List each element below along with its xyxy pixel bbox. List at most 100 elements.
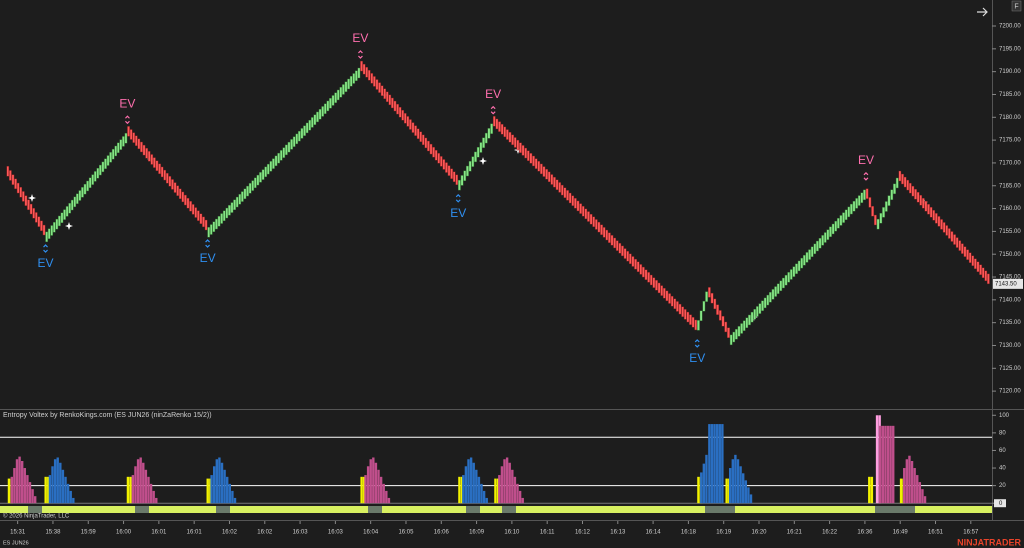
renko-brick bbox=[466, 165, 469, 177]
indicator-bar bbox=[220, 462, 224, 504]
indicator-bar bbox=[477, 476, 481, 504]
y-tick-label: 7140.00 bbox=[999, 297, 1021, 303]
renko-brick bbox=[447, 165, 451, 176]
renko-leg bbox=[207, 67, 361, 238]
renko-brick bbox=[532, 155, 535, 167]
renko-brick bbox=[855, 198, 858, 209]
renko-brick bbox=[445, 162, 448, 173]
renko-brick bbox=[919, 195, 923, 206]
renko-brick bbox=[424, 137, 428, 149]
indicator-bar bbox=[505, 457, 509, 504]
renko-brick bbox=[93, 171, 97, 182]
renko-brick bbox=[375, 79, 379, 90]
indicator-bar bbox=[213, 466, 216, 504]
indicator-bar bbox=[377, 469, 380, 504]
renko-brick bbox=[555, 179, 559, 190]
corner-label[interactable]: F bbox=[1014, 3, 1018, 10]
renko-brick bbox=[834, 220, 838, 232]
indicator-bar bbox=[921, 489, 924, 504]
renko-brick bbox=[396, 103, 399, 115]
indicator-bar bbox=[147, 476, 150, 504]
x-tick-label: 16:49 bbox=[893, 530, 909, 536]
indicator-bar bbox=[23, 468, 26, 504]
arrow-icon[interactable] bbox=[977, 7, 988, 17]
y-tick-label: 7135.00 bbox=[999, 320, 1021, 326]
x-tick-label: 16:51 bbox=[928, 530, 944, 536]
renko-brick bbox=[782, 277, 785, 289]
renko-brick bbox=[795, 263, 798, 274]
y-tick-label: 7185.00 bbox=[999, 92, 1021, 98]
renko-brick bbox=[927, 204, 930, 215]
x-tick-label: 16:11 bbox=[540, 530, 555, 536]
renko-brick bbox=[718, 310, 722, 321]
renko-brick bbox=[217, 216, 221, 227]
renko-brick bbox=[681, 306, 684, 317]
x-tick-label: 16:03 bbox=[293, 530, 309, 536]
state-segment bbox=[705, 506, 735, 513]
renko-brick bbox=[821, 235, 824, 246]
renko-brick bbox=[452, 171, 456, 182]
state-segment bbox=[368, 506, 382, 513]
renko-brick bbox=[19, 187, 23, 198]
indicator-bar bbox=[913, 468, 916, 504]
renko-brick bbox=[797, 260, 801, 272]
renko-brick bbox=[132, 132, 135, 143]
renko-brick bbox=[385, 91, 389, 103]
renko-brick bbox=[816, 240, 819, 252]
renko-brick bbox=[285, 144, 288, 156]
renko-brick bbox=[615, 240, 619, 251]
corner-box[interactable] bbox=[1011, 0, 1022, 12]
ev-label: EV bbox=[38, 256, 54, 270]
renko-brick bbox=[803, 255, 806, 266]
renko-brick bbox=[810, 246, 814, 257]
indicator-bar bbox=[13, 468, 16, 504]
renko-brick bbox=[587, 211, 590, 222]
renko-brick bbox=[683, 309, 687, 320]
renko-brick bbox=[207, 227, 210, 238]
renko-brick bbox=[326, 100, 330, 112]
renko-brick bbox=[111, 148, 115, 160]
renko-brick bbox=[844, 209, 848, 220]
renko-brick bbox=[222, 210, 226, 221]
renko-brick bbox=[868, 197, 872, 208]
state-segment bbox=[502, 506, 516, 513]
renko-brick bbox=[842, 212, 845, 223]
renko-brick bbox=[663, 288, 666, 299]
renko-brick bbox=[863, 189, 866, 201]
renko-brick bbox=[508, 131, 512, 143]
ev-arrow bbox=[205, 239, 211, 248]
indicator-bar bbox=[879, 425, 882, 504]
renko-brick bbox=[27, 199, 30, 211]
ev-arrow bbox=[863, 172, 869, 181]
renko-brick bbox=[729, 334, 733, 346]
renko-brick bbox=[334, 92, 337, 103]
renko-brick bbox=[753, 309, 756, 320]
renko-brick bbox=[909, 182, 912, 194]
indicator-bar bbox=[210, 475, 213, 504]
renko-brick bbox=[745, 317, 749, 329]
renko-brick bbox=[298, 130, 301, 142]
renko-brick bbox=[63, 209, 66, 220]
indicator-bar bbox=[905, 459, 909, 504]
indicator-bar bbox=[731, 459, 734, 504]
renko-brick bbox=[403, 113, 407, 124]
y-tick-label: 7165.00 bbox=[999, 183, 1021, 189]
renko-brick bbox=[47, 228, 51, 239]
renko-brick bbox=[212, 221, 216, 232]
renko-brick bbox=[631, 256, 635, 267]
renko-brick bbox=[14, 178, 17, 190]
last-price-box bbox=[993, 278, 1023, 289]
renko-brick bbox=[626, 250, 630, 262]
renko-brick bbox=[37, 216, 41, 227]
renko-brick bbox=[602, 227, 606, 238]
indicator-bar bbox=[379, 476, 383, 504]
renko-brick bbox=[732, 331, 736, 343]
renko-brick bbox=[676, 301, 679, 312]
indicator-bar bbox=[372, 457, 375, 504]
indicator-bar bbox=[360, 476, 363, 504]
renko-brick bbox=[482, 137, 485, 148]
renko-brick bbox=[150, 154, 154, 165]
indicator-bar bbox=[231, 490, 234, 504]
renko-brick bbox=[184, 194, 187, 206]
